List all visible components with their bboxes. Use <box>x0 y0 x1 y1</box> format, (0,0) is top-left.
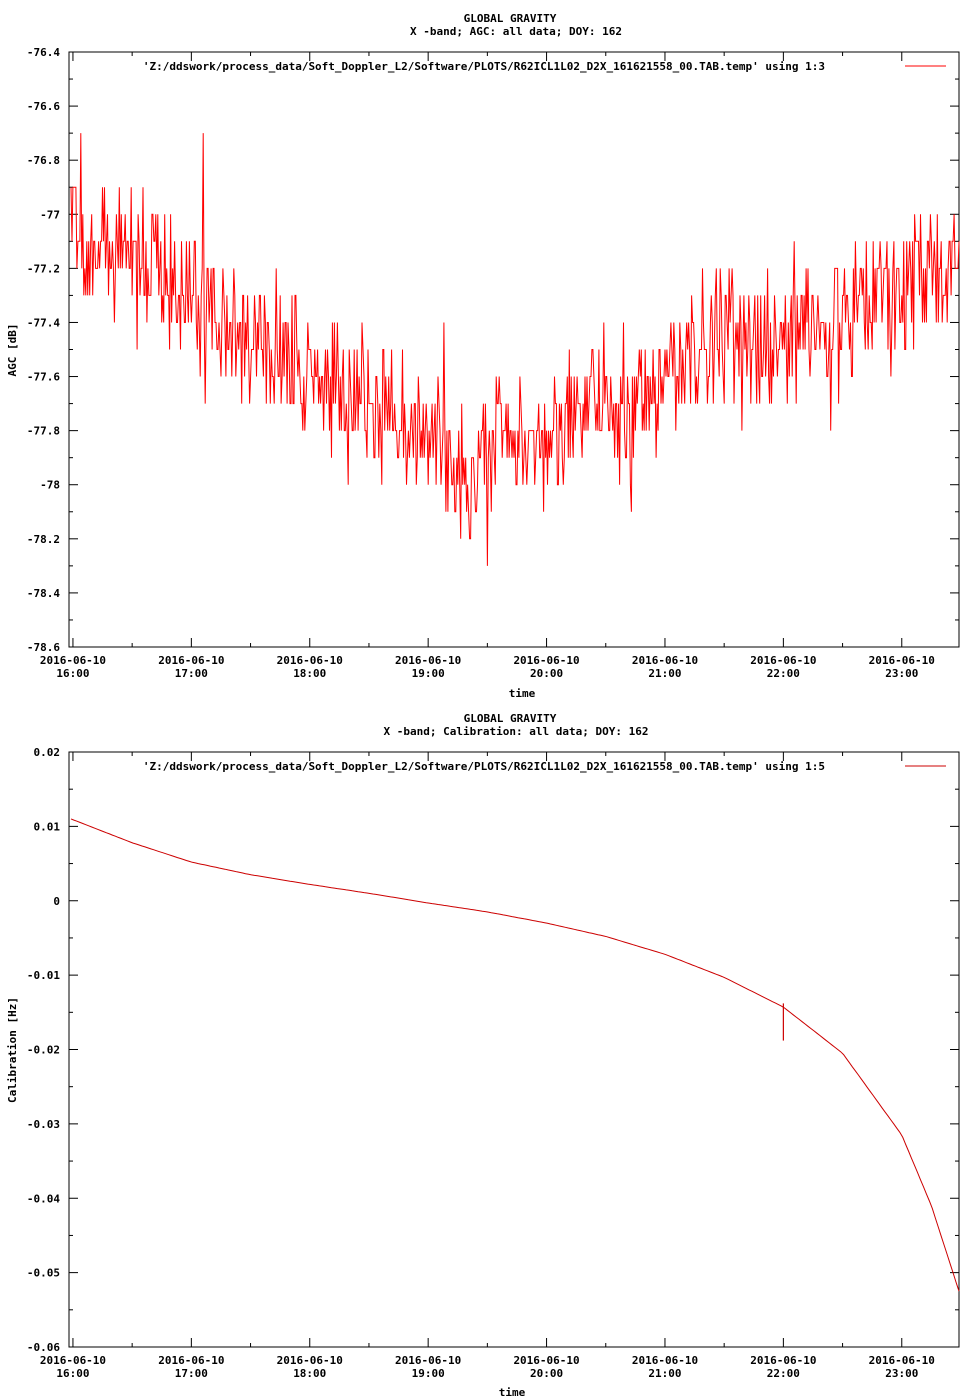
plot-frame <box>68 51 960 648</box>
y-tick-label: -0.01 <box>27 969 60 982</box>
y-tick-label: 0.02 <box>34 746 61 759</box>
x-tick-label-date: 2016-06-10 <box>158 1354 224 1367</box>
x-tick-label-time: 21:00 <box>648 1367 681 1380</box>
chart-subtitle: X -band; Calibration: all data; DOY: 162 <box>384 725 649 738</box>
y-tick-label: -0.03 <box>27 1118 60 1131</box>
legend-label: 'Z:/ddswork/process_data/Soft_Doppler_L2… <box>143 760 825 773</box>
x-tick-label-date: 2016-06-10 <box>40 1354 106 1367</box>
x-tick-label-time: 18:00 <box>293 667 326 680</box>
chart-title: GLOBAL GRAVITY <box>464 12 557 25</box>
x-tick-label-date: 2016-06-10 <box>277 654 343 667</box>
x-tick-label-time: 18:00 <box>293 1367 326 1380</box>
x-tick-label-time: 17:00 <box>175 667 208 680</box>
series-line <box>70 818 960 1292</box>
x-tick-label-date: 2016-06-10 <box>40 654 106 667</box>
y-tick-label: -78.6 <box>27 641 60 654</box>
series-line <box>70 133 960 566</box>
x-axis-label: time <box>509 687 536 700</box>
y-tick-label: -0.06 <box>27 1341 60 1354</box>
x-tick-label-date: 2016-06-10 <box>158 654 224 667</box>
y-tick-label: -78.2 <box>27 533 60 546</box>
y-tick-label: -76.4 <box>27 46 60 59</box>
x-tick-label-time: 16:00 <box>56 1367 89 1380</box>
x-tick-label-time: 22:00 <box>767 1367 800 1380</box>
chart-subtitle: X -band; AGC: all data; DOY: 162 <box>410 25 622 38</box>
calibration-chart: GLOBAL GRAVITY X -band; Calibration: all… <box>6 712 960 1399</box>
x-tick-label-time: 23:00 <box>885 1367 918 1380</box>
y-tick-label: 0 <box>53 895 60 908</box>
x-tick-label-date: 2016-06-10 <box>395 654 461 667</box>
y-tick-label: -77.6 <box>27 371 60 384</box>
y-tick-label: -0.04 <box>27 1192 60 1205</box>
y-tick-label: -77.4 <box>27 316 60 329</box>
x-axis-label: time <box>499 1386 526 1399</box>
x-tick-label-date: 2016-06-10 <box>277 1354 343 1367</box>
y-axis-label: Calibration [Hz] <box>6 997 19 1103</box>
chart-title: GLOBAL GRAVITY <box>464 712 557 725</box>
plot-area: -76.4 -76.6 -76.8 -77 -77.2 -77.4 -77.6 -77.8 -7… <box>27 46 960 680</box>
y-tick-label: -76.8 <box>27 154 60 167</box>
x-tick-label-date: 2016-06-10 <box>513 654 579 667</box>
x-tick-label-time: 16:00 <box>56 667 89 680</box>
y-axis-label: AGC [dB] <box>6 324 19 377</box>
x-tick-label-time: 21:00 <box>648 667 681 680</box>
x-tick-label-date: 2016-06-10 <box>869 1354 935 1367</box>
x-tick-label-time: 20:00 <box>530 1367 563 1380</box>
x-tick-label-time: 22:00 <box>767 667 800 680</box>
y-tick-label: -78 <box>40 479 60 492</box>
y-tick-label: -0.05 <box>27 1267 60 1280</box>
y-tick-label: -77.2 <box>27 262 60 275</box>
x-tick-label-time: 19:00 <box>412 1367 445 1380</box>
plot-frame <box>68 751 960 1348</box>
x-tick-label-date: 2016-06-10 <box>869 654 935 667</box>
y-tick-label: -77.8 <box>27 425 60 438</box>
y-tick-label: 0.01 <box>34 820 61 833</box>
legend-label: 'Z:/ddswork/process_data/Soft_Doppler_L2… <box>143 60 825 73</box>
x-tick-label-time: 19:00 <box>412 667 445 680</box>
y-tick-label: -77 <box>40 208 60 221</box>
x-tick-label-date: 2016-06-10 <box>632 654 698 667</box>
agc-chart: GLOBAL GRAVITY X -band; AGC: all data; D… <box>6 12 960 700</box>
x-tick-label-time: 17:00 <box>175 1367 208 1380</box>
x-tick-label-date: 2016-06-10 <box>750 1354 816 1367</box>
y-tick-label: -0.02 <box>27 1044 60 1057</box>
plot-area: 0.020.010-0.01-0.02-0.03-0.04-0.05-0.062… <box>27 746 960 1380</box>
x-tick-label-time: 20:00 <box>530 667 563 680</box>
x-tick-label-date: 2016-06-10 <box>395 1354 461 1367</box>
x-tick-label-date: 2016-06-10 <box>513 1354 579 1367</box>
y-tick-label: -78.4 <box>27 587 60 600</box>
x-tick-label-date: 2016-06-10 <box>750 654 816 667</box>
y-tick-label: -76.6 <box>27 100 60 113</box>
x-tick-label-time: 23:00 <box>885 667 918 680</box>
x-tick-label-date: 2016-06-10 <box>632 1354 698 1367</box>
